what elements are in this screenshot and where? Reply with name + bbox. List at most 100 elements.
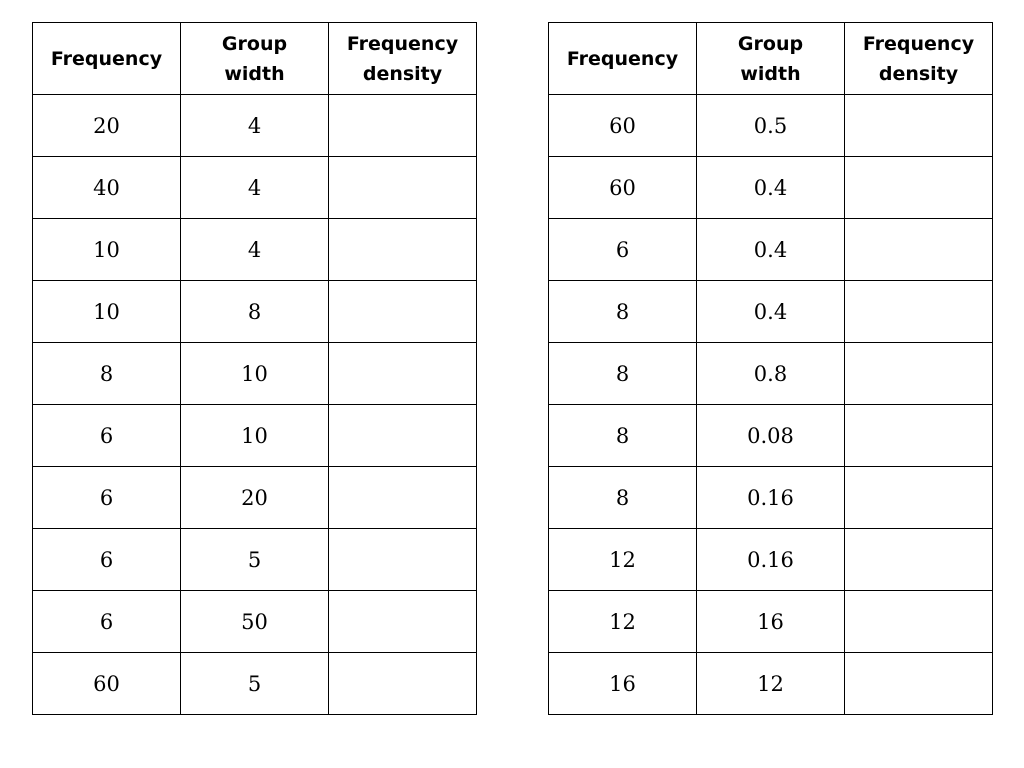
- header-frequency-label: Frequency: [566, 47, 679, 70]
- group-width-cell: 4: [180, 156, 329, 219]
- frequency-cell: 6: [32, 590, 181, 653]
- group-width-cell: 20: [180, 466, 329, 529]
- header-row: Frequency Group width Frequency density: [32, 22, 477, 95]
- frequency-cell: 12: [548, 528, 697, 591]
- frequency-density-cell[interactable]: [328, 652, 477, 715]
- frequency-cell: 6: [32, 404, 181, 467]
- frequency-density-cell[interactable]: [844, 94, 993, 157]
- group-width-cell: 5: [180, 528, 329, 591]
- table-row: 6 50: [32, 590, 477, 653]
- table-row: 10 4: [32, 218, 477, 281]
- frequency-density-cell[interactable]: [844, 156, 993, 219]
- frequency-density-cell[interactable]: [844, 404, 993, 467]
- table-row: 8 0.4: [548, 280, 993, 343]
- group-width-cell: 12: [696, 652, 845, 715]
- group-width-cell: 10: [180, 404, 329, 467]
- header-group-width-line1: Group: [737, 32, 804, 55]
- header-density-line2: density: [362, 62, 443, 85]
- group-width-cell: 0.5: [696, 94, 845, 157]
- frequency-cell: 8: [548, 404, 697, 467]
- table-row: 10 8: [32, 280, 477, 343]
- group-width-cell: 0.16: [696, 528, 845, 591]
- frequency-density-cell[interactable]: [328, 218, 477, 281]
- frequency-density-cell[interactable]: [844, 342, 993, 405]
- frequency-cell: 8: [548, 280, 697, 343]
- frequency-cell: 16: [548, 652, 697, 715]
- table-row: 8 0.8: [548, 342, 993, 405]
- group-width-cell: 8: [180, 280, 329, 343]
- group-width-cell: 0.8: [696, 342, 845, 405]
- frequency-table-right: Frequency Group width Frequency density …: [548, 22, 993, 715]
- group-width-cell: 16: [696, 590, 845, 653]
- table-row: 16 12: [548, 652, 993, 715]
- frequency-density-cell[interactable]: [328, 280, 477, 343]
- table-row: 20 4: [32, 94, 477, 157]
- table-row: 6 5: [32, 528, 477, 591]
- header-frequency-density: Frequency density: [328, 22, 477, 95]
- frequency-density-cell[interactable]: [328, 342, 477, 405]
- header-frequency-density: Frequency density: [844, 22, 993, 95]
- frequency-density-cell[interactable]: [844, 652, 993, 715]
- frequency-cell: 12: [548, 590, 697, 653]
- frequency-density-cell[interactable]: [328, 94, 477, 157]
- header-group-width-line2: width: [224, 62, 285, 85]
- frequency-cell: 60: [32, 652, 181, 715]
- frequency-cell: 8: [548, 466, 697, 529]
- frequency-density-cell[interactable]: [328, 528, 477, 591]
- frequency-cell: 6: [32, 528, 181, 591]
- header-group-width-line2: width: [740, 62, 801, 85]
- header-group-width: Group width: [180, 22, 329, 95]
- group-width-cell: 4: [180, 218, 329, 281]
- table-row: 60 0.5: [548, 94, 993, 157]
- frequency-density-cell[interactable]: [844, 528, 993, 591]
- group-width-cell: 0.16: [696, 466, 845, 529]
- frequency-cell: 20: [32, 94, 181, 157]
- frequency-density-cell[interactable]: [328, 156, 477, 219]
- table-row: 12 16: [548, 590, 993, 653]
- frequency-density-cell[interactable]: [328, 466, 477, 529]
- frequency-cell: 6: [548, 218, 697, 281]
- frequency-cell: 8: [32, 342, 181, 405]
- table-row: 8 0.16: [548, 466, 993, 529]
- frequency-density-cell[interactable]: [844, 218, 993, 281]
- table-row: 40 4: [32, 156, 477, 219]
- group-width-cell: 0.08: [696, 404, 845, 467]
- header-frequency-label: Frequency: [50, 47, 163, 70]
- header-density-line1: Frequency: [346, 32, 459, 55]
- frequency-cell: 10: [32, 218, 181, 281]
- group-width-cell: 50: [180, 590, 329, 653]
- group-width-cell: 5: [180, 652, 329, 715]
- table-row: 6 0.4: [548, 218, 993, 281]
- table-row: 8 10: [32, 342, 477, 405]
- table-row: 6 20: [32, 466, 477, 529]
- group-width-cell: 0.4: [696, 218, 845, 281]
- frequency-cell: 60: [548, 94, 697, 157]
- frequency-cell: 40: [32, 156, 181, 219]
- frequency-density-cell[interactable]: [844, 590, 993, 653]
- header-density-line2: density: [878, 62, 959, 85]
- group-width-cell: 4: [180, 94, 329, 157]
- table-row: 12 0.16: [548, 528, 993, 591]
- frequency-density-cell[interactable]: [844, 466, 993, 529]
- header-frequency: Frequency: [548, 22, 697, 95]
- frequency-cell: 10: [32, 280, 181, 343]
- group-width-cell: 0.4: [696, 156, 845, 219]
- frequency-density-cell[interactable]: [844, 280, 993, 343]
- frequency-cell: 60: [548, 156, 697, 219]
- table-row: 60 0.4: [548, 156, 993, 219]
- header-group-width-line1: Group: [221, 32, 288, 55]
- group-width-cell: 0.4: [696, 280, 845, 343]
- frequency-cell: 8: [548, 342, 697, 405]
- header-frequency: Frequency: [32, 22, 181, 95]
- table-row: 8 0.08: [548, 404, 993, 467]
- frequency-cell: 6: [32, 466, 181, 529]
- frequency-table-left: Frequency Group width Frequency density …: [32, 22, 477, 715]
- table-row: 60 5: [32, 652, 477, 715]
- header-density-line1: Frequency: [862, 32, 975, 55]
- table-row: 6 10: [32, 404, 477, 467]
- frequency-density-cell[interactable]: [328, 590, 477, 653]
- frequency-density-cell[interactable]: [328, 404, 477, 467]
- header-row: Frequency Group width Frequency density: [548, 22, 993, 95]
- header-group-width: Group width: [696, 22, 845, 95]
- group-width-cell: 10: [180, 342, 329, 405]
